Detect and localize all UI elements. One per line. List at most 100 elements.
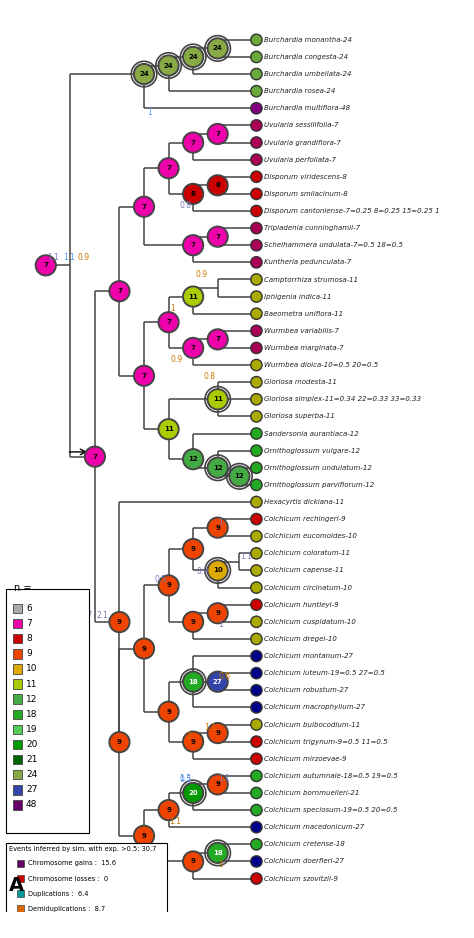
Text: 9: 9	[191, 546, 196, 552]
Text: 10: 10	[213, 567, 223, 573]
FancyBboxPatch shape	[6, 842, 167, 928]
FancyBboxPatch shape	[17, 875, 24, 883]
Text: 7: 7	[215, 234, 220, 240]
Circle shape	[209, 844, 226, 861]
Circle shape	[251, 685, 262, 696]
Text: 0.6: 0.6	[219, 672, 231, 681]
Text: 7: 7	[142, 372, 146, 379]
Circle shape	[251, 839, 262, 850]
Text: Colchicum szovitzii-9: Colchicum szovitzii-9	[264, 875, 338, 882]
Text: 0.5: 0.5	[155, 575, 167, 583]
Circle shape	[251, 548, 262, 559]
Circle shape	[209, 562, 226, 579]
Circle shape	[207, 603, 228, 624]
Text: 8: 8	[215, 182, 220, 189]
Circle shape	[209, 40, 226, 57]
FancyBboxPatch shape	[13, 800, 22, 809]
Text: 11: 11	[188, 294, 198, 299]
Circle shape	[252, 567, 261, 575]
FancyBboxPatch shape	[17, 860, 24, 868]
Circle shape	[251, 257, 262, 268]
Circle shape	[207, 842, 228, 863]
Circle shape	[252, 617, 261, 626]
Text: 1: 1	[147, 108, 152, 117]
Text: 10: 10	[26, 664, 37, 673]
Circle shape	[252, 480, 261, 489]
Circle shape	[36, 255, 56, 276]
Circle shape	[183, 538, 203, 559]
Circle shape	[207, 389, 228, 410]
Circle shape	[160, 704, 177, 720]
Circle shape	[251, 531, 262, 542]
Text: Hexacyrtis dickiana-11: Hexacyrtis dickiana-11	[264, 499, 344, 505]
Circle shape	[207, 722, 228, 744]
Text: 1.1: 1.1	[63, 252, 75, 262]
FancyBboxPatch shape	[13, 725, 22, 734]
Text: Colchicum capense-11: Colchicum capense-11	[264, 567, 344, 573]
Circle shape	[251, 702, 262, 713]
Circle shape	[185, 673, 201, 690]
Text: Colchicum coloratum-11: Colchicum coloratum-11	[264, 551, 350, 556]
Circle shape	[185, 236, 201, 254]
Text: 7: 7	[191, 140, 196, 145]
Circle shape	[251, 291, 262, 302]
Circle shape	[183, 782, 203, 803]
FancyBboxPatch shape	[13, 755, 22, 764]
Circle shape	[251, 342, 262, 354]
Circle shape	[251, 171, 262, 182]
Text: 9: 9	[117, 739, 122, 745]
Text: 1.1: 1.1	[48, 252, 60, 262]
Text: Burchardia monantha-24: Burchardia monantha-24	[264, 37, 352, 43]
Circle shape	[252, 704, 261, 712]
Circle shape	[183, 338, 203, 358]
Circle shape	[252, 583, 261, 592]
Text: Colchicum montanum-27: Colchicum montanum-27	[264, 653, 353, 659]
FancyBboxPatch shape	[13, 679, 22, 688]
Text: 21: 21	[26, 755, 37, 764]
Text: 11: 11	[213, 396, 223, 402]
Circle shape	[251, 274, 262, 285]
Circle shape	[207, 38, 228, 59]
Circle shape	[251, 753, 262, 764]
Circle shape	[252, 498, 261, 507]
Text: 7: 7	[92, 454, 97, 460]
Text: Camptorrhiza strumosa-11: Camptorrhiza strumosa-11	[264, 277, 358, 282]
Circle shape	[252, 823, 261, 831]
Circle shape	[252, 310, 261, 318]
Circle shape	[183, 732, 203, 752]
Circle shape	[252, 361, 261, 370]
Circle shape	[134, 366, 155, 386]
Text: Wurmbea marginata-7: Wurmbea marginata-7	[264, 345, 344, 351]
Text: Colchicum speciosum-19=0.5 20=0.5: Colchicum speciosum-19=0.5 20=0.5	[264, 807, 398, 813]
Circle shape	[251, 359, 262, 371]
Text: 1.1: 1.1	[204, 723, 216, 733]
Circle shape	[251, 85, 262, 97]
Circle shape	[207, 560, 228, 581]
Circle shape	[134, 638, 155, 658]
Circle shape	[185, 134, 201, 151]
Text: Events inferred by sim. with exp. >0.5: 30.7: Events inferred by sim. with exp. >0.5: …	[9, 846, 156, 853]
Circle shape	[252, 857, 261, 866]
Circle shape	[252, 69, 261, 78]
Text: 0.9: 0.9	[171, 356, 182, 364]
Text: 24: 24	[139, 71, 149, 77]
Circle shape	[251, 513, 262, 524]
Text: 9: 9	[142, 833, 146, 839]
Circle shape	[207, 774, 228, 794]
Circle shape	[207, 174, 228, 196]
Circle shape	[37, 257, 55, 274]
Circle shape	[185, 734, 201, 750]
FancyBboxPatch shape	[17, 905, 24, 913]
Text: 9: 9	[215, 611, 220, 616]
Text: 12: 12	[235, 474, 244, 479]
Circle shape	[160, 313, 177, 331]
Circle shape	[251, 411, 262, 422]
Circle shape	[158, 575, 179, 596]
Circle shape	[252, 53, 261, 61]
Circle shape	[209, 331, 226, 348]
Circle shape	[252, 206, 261, 215]
Circle shape	[207, 329, 228, 350]
Text: 1.1: 1.1	[219, 775, 230, 783]
Circle shape	[251, 154, 262, 165]
Circle shape	[251, 770, 262, 781]
